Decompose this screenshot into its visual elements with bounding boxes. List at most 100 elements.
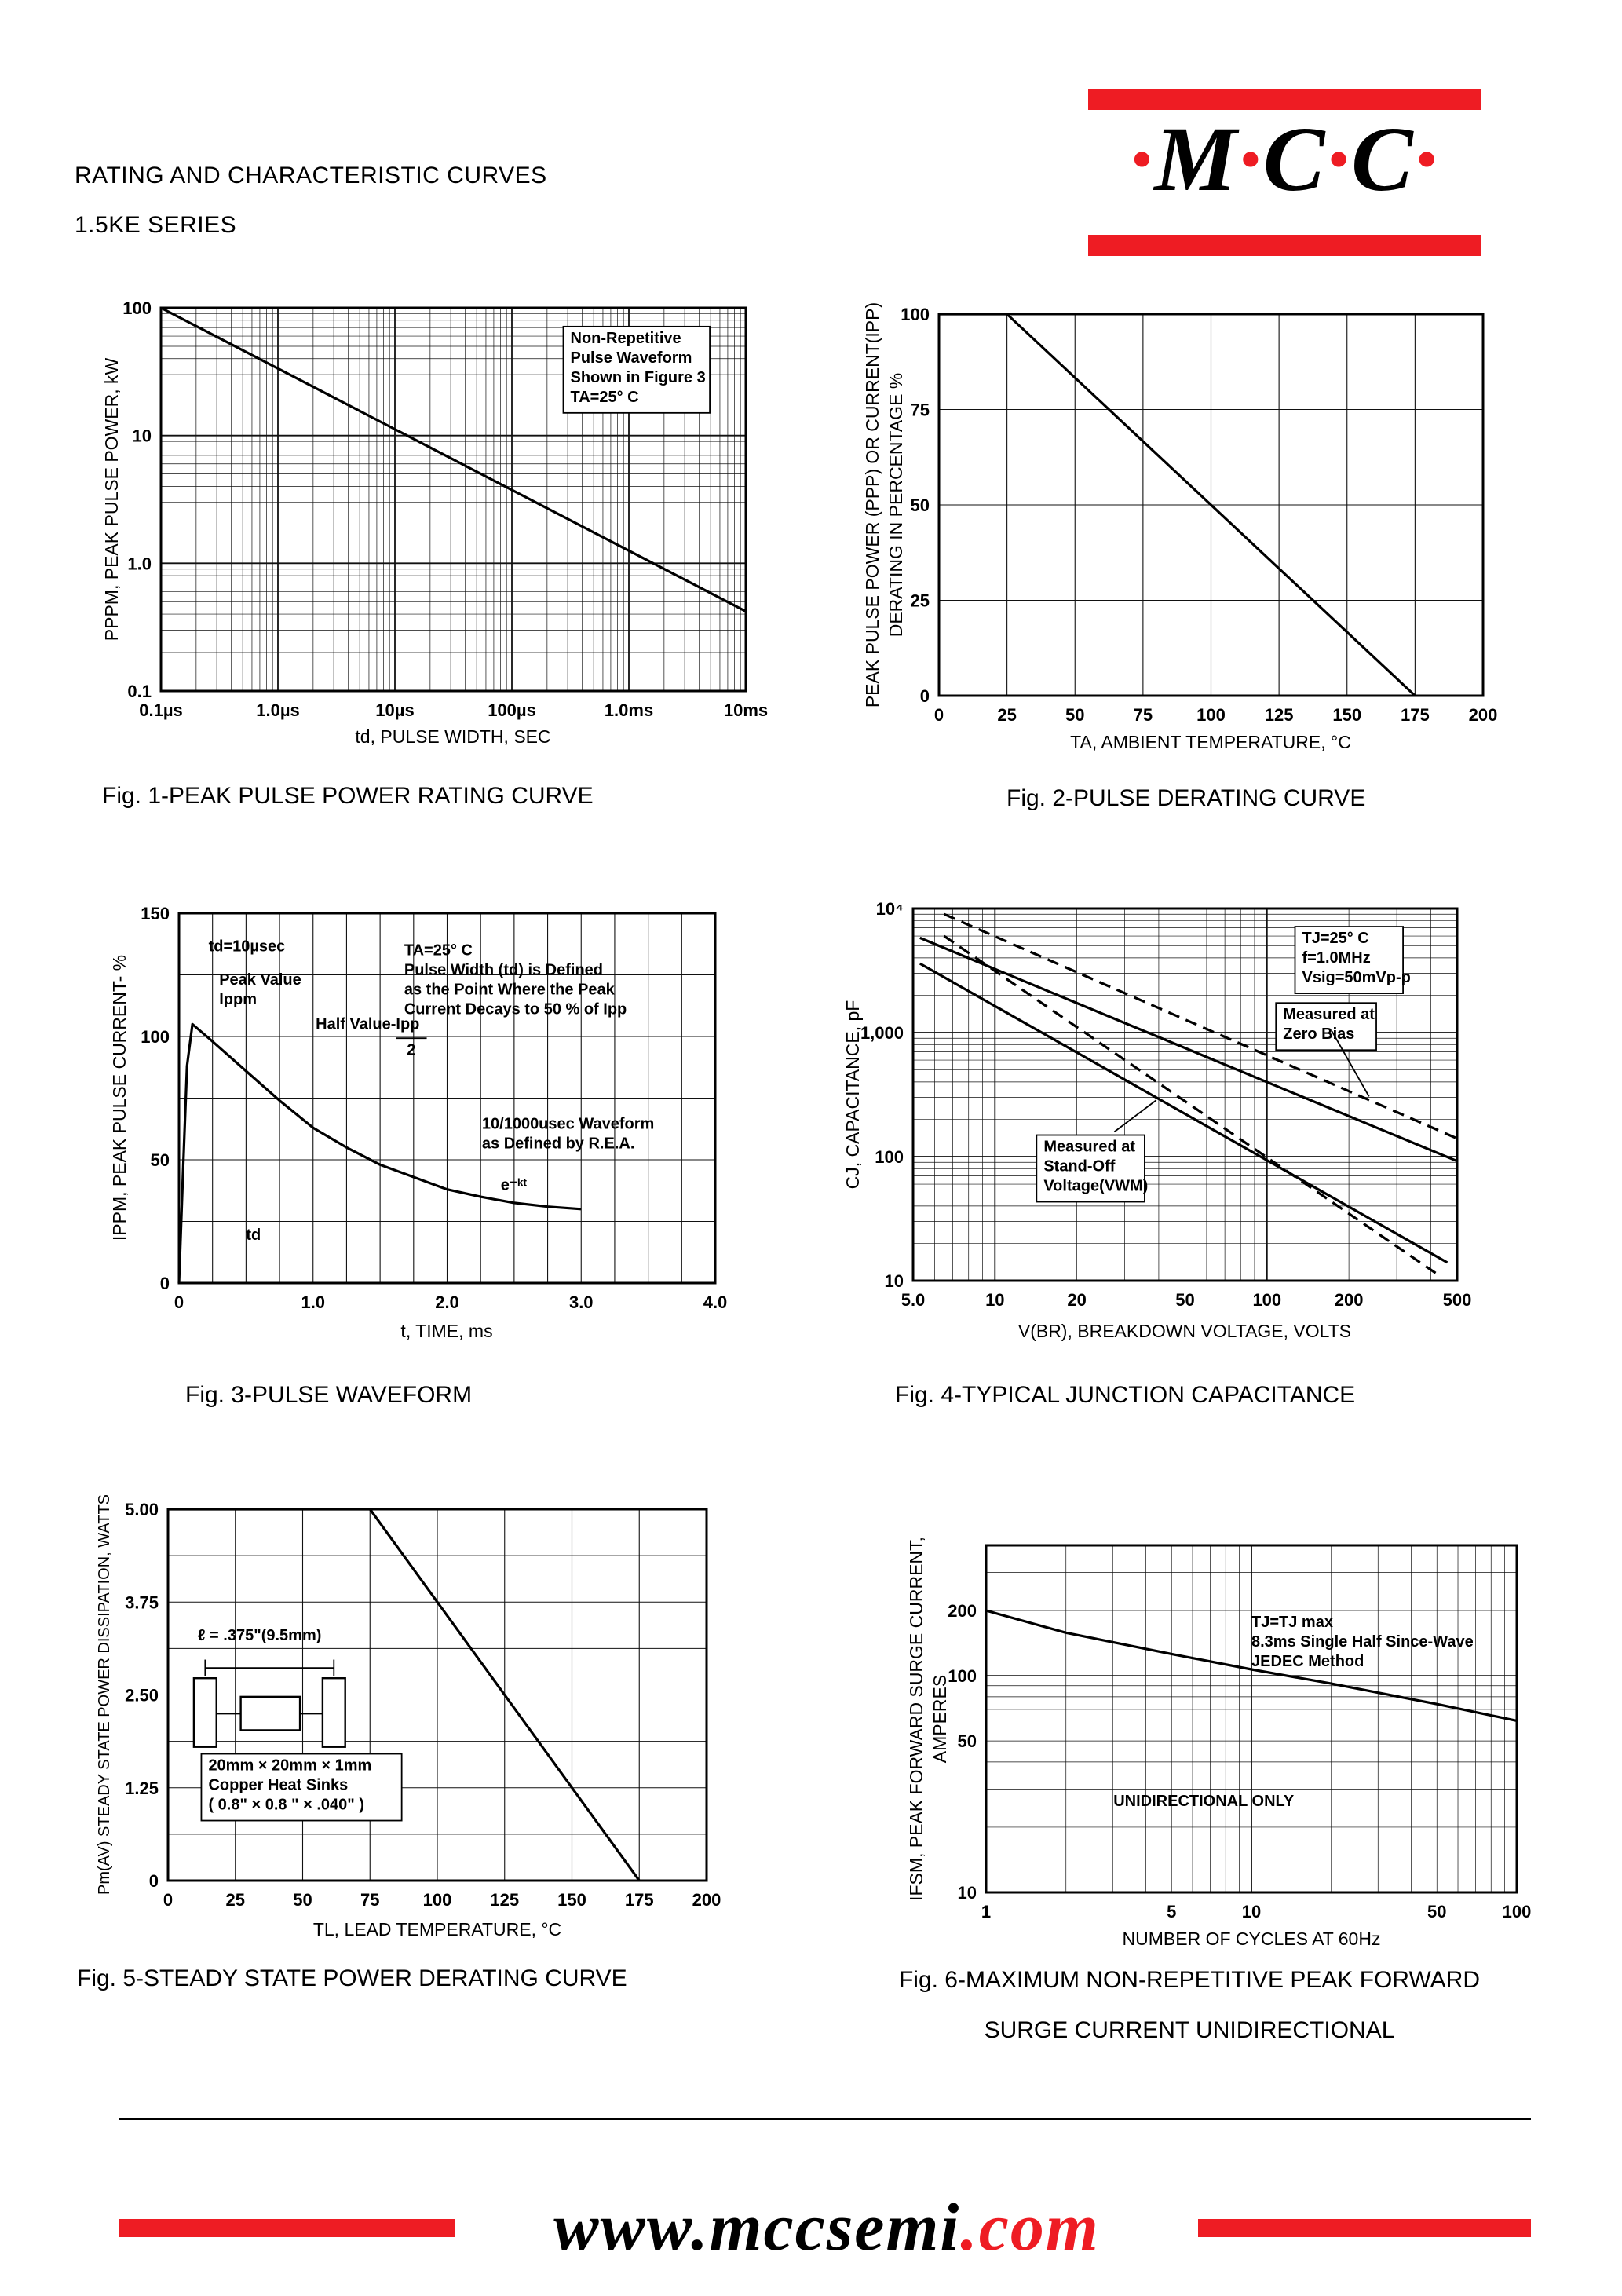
svg-text:150: 150 xyxy=(557,1890,586,1910)
svg-text:100: 100 xyxy=(141,1027,170,1047)
svg-text:0: 0 xyxy=(160,1274,170,1293)
svg-text:50: 50 xyxy=(151,1150,170,1170)
url-domain: mccsemi xyxy=(709,2189,961,2265)
logo-letter-m: M xyxy=(1154,108,1239,210)
svg-text:Current Decays to 50 % of Ipp: Current Decays to 50 % of Ipp xyxy=(404,1000,627,1018)
svg-text:100: 100 xyxy=(1196,705,1226,725)
logo-dot: · xyxy=(1326,108,1351,210)
url-www: www. xyxy=(553,2189,710,2265)
website-url: www.mccsemi.com xyxy=(454,2188,1200,2266)
svg-text:50: 50 xyxy=(911,495,930,515)
fig5-caption: Fig. 5-STEADY STATE POWER DERATING CURVE xyxy=(77,1965,627,1991)
svg-text:175: 175 xyxy=(625,1890,654,1910)
svg-text:( 0.8" × 0.8 " × .040" ): ( 0.8" × 0.8 " × .040" ) xyxy=(208,1797,364,1814)
svg-text:175: 175 xyxy=(1401,705,1430,725)
svg-text:Measured at: Measured at xyxy=(1043,1139,1135,1156)
svg-text:100: 100 xyxy=(1252,1290,1281,1310)
fig2-y-axis-title-line2: DERATING IN PERCENTAGE % xyxy=(886,372,906,638)
fig2-caption: Fig. 2-PULSE DERATING CURVE xyxy=(1006,785,1366,811)
fig6-y-axis-title: IFSM, PEAK FORWARD SURGE CURRENT, AMPERE… xyxy=(904,1537,952,1901)
svg-text:3.0: 3.0 xyxy=(569,1292,594,1312)
footer-right-bar xyxy=(1198,2219,1531,2237)
svg-text:200: 200 xyxy=(692,1890,721,1910)
svg-text:1,000: 1,000 xyxy=(860,1023,904,1043)
svg-text:125: 125 xyxy=(1265,705,1294,725)
svg-text:50: 50 xyxy=(1175,1290,1194,1310)
svg-text:1.0: 1.0 xyxy=(301,1292,325,1312)
fig3-y-axis-title: IPPM, PEAK PULSE CURRENT- % xyxy=(109,954,130,1241)
svg-text:1.25: 1.25 xyxy=(125,1779,159,1798)
svg-text:100: 100 xyxy=(122,298,152,318)
svg-text:0.1µs: 0.1µs xyxy=(139,700,183,720)
svg-text:td=10µsec: td=10µsec xyxy=(209,938,286,956)
svg-text:50: 50 xyxy=(958,1731,977,1751)
svg-text:100: 100 xyxy=(901,305,930,324)
svg-text:f=1.0MHz: f=1.0MHz xyxy=(1302,949,1370,967)
fig2-x-axis-title: TA, AMBIENT TEMPERATURE, °C xyxy=(1070,732,1351,752)
svg-text:2.50: 2.50 xyxy=(125,1686,159,1706)
svg-text:10: 10 xyxy=(133,426,152,446)
svg-text:UNIDIRECTIONAL ONLY: UNIDIRECTIONAL ONLY xyxy=(1113,1793,1295,1810)
logo-dot: · xyxy=(1414,108,1440,210)
svg-text:5.00: 5.00 xyxy=(125,1500,159,1519)
svg-text:Voltage(VWM): Voltage(VWM) xyxy=(1043,1178,1148,1195)
fig6-x-axis-title: NUMBER OF CYCLES AT 60Hz xyxy=(1122,1929,1381,1949)
svg-text:20: 20 xyxy=(1067,1290,1086,1310)
page-title: RATING AND CHARACTERISTIC CURVES xyxy=(75,163,547,188)
fig6-y-axis-title-line2: AMPERES xyxy=(930,1674,950,1764)
svg-text:Peak Value: Peak Value xyxy=(219,971,301,989)
svg-text:50: 50 xyxy=(293,1890,312,1910)
svg-text:Vsig=50mVp-p: Vsig=50mVp-p xyxy=(1302,969,1410,986)
svg-text:1: 1 xyxy=(981,1902,991,1921)
svg-text:0: 0 xyxy=(920,686,930,706)
svg-text:100: 100 xyxy=(1503,1902,1532,1921)
fig1-caption: Fig. 1-PEAK PULSE POWER RATING CURVE xyxy=(102,783,594,809)
svg-text:150: 150 xyxy=(141,904,170,923)
svg-text:200: 200 xyxy=(1335,1290,1364,1310)
svg-text:e⁻ᵏᵗ: e⁻ᵏᵗ xyxy=(501,1176,528,1194)
svg-text:75: 75 xyxy=(911,400,930,420)
svg-text:10: 10 xyxy=(1242,1902,1261,1921)
fig2-chart: 0 25 50 75 100 125 150 175 200 100 75 50 25 0 xyxy=(901,305,1498,725)
svg-text:200: 200 xyxy=(1469,705,1498,725)
svg-text:Pulse Waveform: Pulse Waveform xyxy=(571,349,692,367)
url-tld: .com xyxy=(960,2189,1100,2265)
svg-text:TJ=25° C: TJ=25° C xyxy=(1302,930,1368,947)
svg-text:10ms: 10ms xyxy=(724,700,768,720)
svg-text:75: 75 xyxy=(1134,705,1153,725)
fig6-y-axis-title-line1: IFSM, PEAK FORWARD SURGE CURRENT, xyxy=(906,1537,926,1901)
svg-text:5.0: 5.0 xyxy=(901,1290,926,1310)
svg-text:10/1000usec Waveform: 10/1000usec Waveform xyxy=(482,1116,654,1133)
logo-dot: · xyxy=(1129,108,1155,210)
svg-text:500: 500 xyxy=(1443,1290,1472,1310)
logo-bottom-bar xyxy=(1088,235,1481,256)
fig5-x-axis-title: TL, LEAD TEMPERATURE, °C xyxy=(312,1919,562,1940)
fig2-y-axis-title-line1: PEAK PULSE POWER (PPP) OR CURRENT(IPP) xyxy=(862,302,882,708)
svg-text:ℓ = .375"(9.5mm): ℓ = .375"(9.5mm) xyxy=(198,1627,322,1644)
logo-text: ·M·C·C· xyxy=(1088,108,1481,210)
fig3-caption: Fig. 3-PULSE WAVEFORM xyxy=(185,1382,473,1408)
fig6-caption-line2: SURGE CURRENT UNIDIRECTIONAL xyxy=(984,2017,1395,2043)
fig3-chart: 0 1.0 2.0 3.0 4.0 150 100 50 0 td=10µsec Peak Valu… xyxy=(141,904,728,1312)
fig4-y-axis-title: CJ, CAPACITANCE, pF xyxy=(842,1000,863,1190)
svg-text:0: 0 xyxy=(149,1871,159,1891)
svg-text:2: 2 xyxy=(407,1041,415,1058)
svg-text:125: 125 xyxy=(490,1890,519,1910)
svg-text:25: 25 xyxy=(226,1890,245,1910)
svg-text:100: 100 xyxy=(948,1666,977,1686)
fig1-x-axis-title: td, PULSE WIDTH, SEC xyxy=(355,726,551,747)
svg-text:4.0: 4.0 xyxy=(703,1292,728,1312)
svg-text:10: 10 xyxy=(885,1271,904,1291)
svg-text:10µs: 10µs xyxy=(375,700,414,720)
svg-text:as Defined by R.E.A.: as Defined by R.E.A. xyxy=(482,1135,635,1153)
svg-text:100: 100 xyxy=(423,1890,452,1910)
svg-text:JEDEC Method: JEDEC Method xyxy=(1251,1653,1364,1670)
logo-letter-c: C xyxy=(1350,108,1415,210)
svg-text:Zero Bias: Zero Bias xyxy=(1283,1026,1354,1043)
svg-text:Non-Repetitive: Non-Repetitive xyxy=(571,330,681,347)
svg-text:2.0: 2.0 xyxy=(435,1292,459,1312)
svg-text:75: 75 xyxy=(360,1890,379,1910)
svg-text:0: 0 xyxy=(163,1890,173,1910)
svg-text:50: 50 xyxy=(1065,705,1084,725)
